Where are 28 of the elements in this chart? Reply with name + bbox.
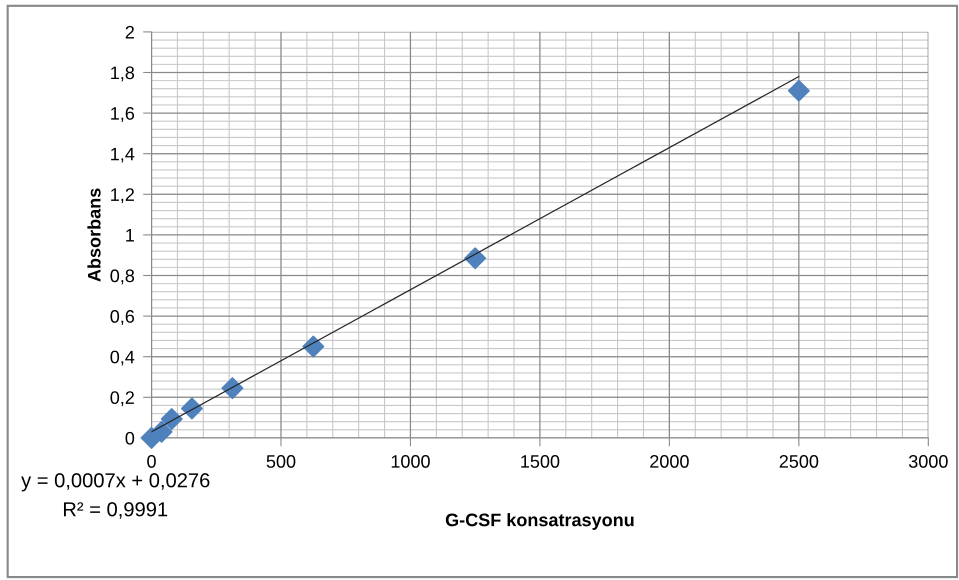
point — [160, 408, 183, 430]
point — [302, 336, 324, 358]
x-tick-label: 2000 — [650, 455, 689, 468]
y-tick-label: 1,8 — [111, 66, 134, 82]
text: y = 0,0007x + 0,0276 — [21, 473, 210, 492]
text: R² = 0,9991 — [64, 502, 168, 519]
x-tick-label: 2500 — [780, 455, 818, 468]
point — [221, 377, 244, 400]
y-tick-label: 1,6 — [111, 107, 134, 122]
x-tick-label: 1000 — [392, 455, 430, 468]
point — [788, 80, 810, 102]
y-tick-label: 2 — [126, 26, 134, 38]
y-tick-label: 0 — [126, 432, 134, 445]
point — [180, 397, 203, 420]
y-tick-label: 0,2 — [110, 391, 134, 406]
x-tick-label: 3000 — [908, 455, 948, 468]
y-tick-label: 1,4 — [111, 148, 134, 163]
x-tick-label: 1500 — [521, 455, 560, 468]
y-tick-label: 1 — [126, 229, 134, 242]
x-axis-title: G-CSF konsatrasyonu — [446, 513, 634, 530]
x-tick-label: 0 — [147, 455, 156, 468]
y-tick-label: 0,8 — [110, 269, 134, 284]
point — [464, 247, 486, 270]
y-tick-label: 1,2 — [111, 188, 134, 204]
y-tick-label: 0,4 — [110, 350, 134, 366]
y-tick-label: 0,6 — [110, 310, 134, 325]
x-tick-label: 500 — [266, 455, 296, 468]
y-axis-title: Absorbans — [87, 188, 101, 282]
